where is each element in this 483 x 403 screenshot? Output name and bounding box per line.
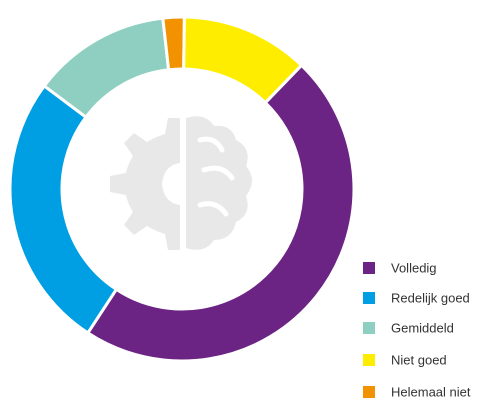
legend-swatch xyxy=(363,386,375,398)
gear-half xyxy=(110,118,180,250)
legend-label: Gemiddeld xyxy=(391,320,454,335)
legend-label: Niet goed xyxy=(391,352,447,367)
legend-swatch xyxy=(363,262,375,274)
legend-swatch xyxy=(363,354,375,366)
brain-fold xyxy=(197,136,235,217)
center-icon xyxy=(110,116,252,250)
brain-half xyxy=(186,116,252,250)
legend-label: Redelijk goed xyxy=(391,290,470,305)
legend-swatch xyxy=(363,292,375,304)
donut-segment xyxy=(8,83,119,336)
legend-swatch xyxy=(363,322,375,334)
donut-segment xyxy=(85,63,356,363)
legend-label: Volledig xyxy=(391,260,437,275)
legend-label: Helemaal niet xyxy=(391,384,471,399)
donut-segment xyxy=(182,15,304,105)
